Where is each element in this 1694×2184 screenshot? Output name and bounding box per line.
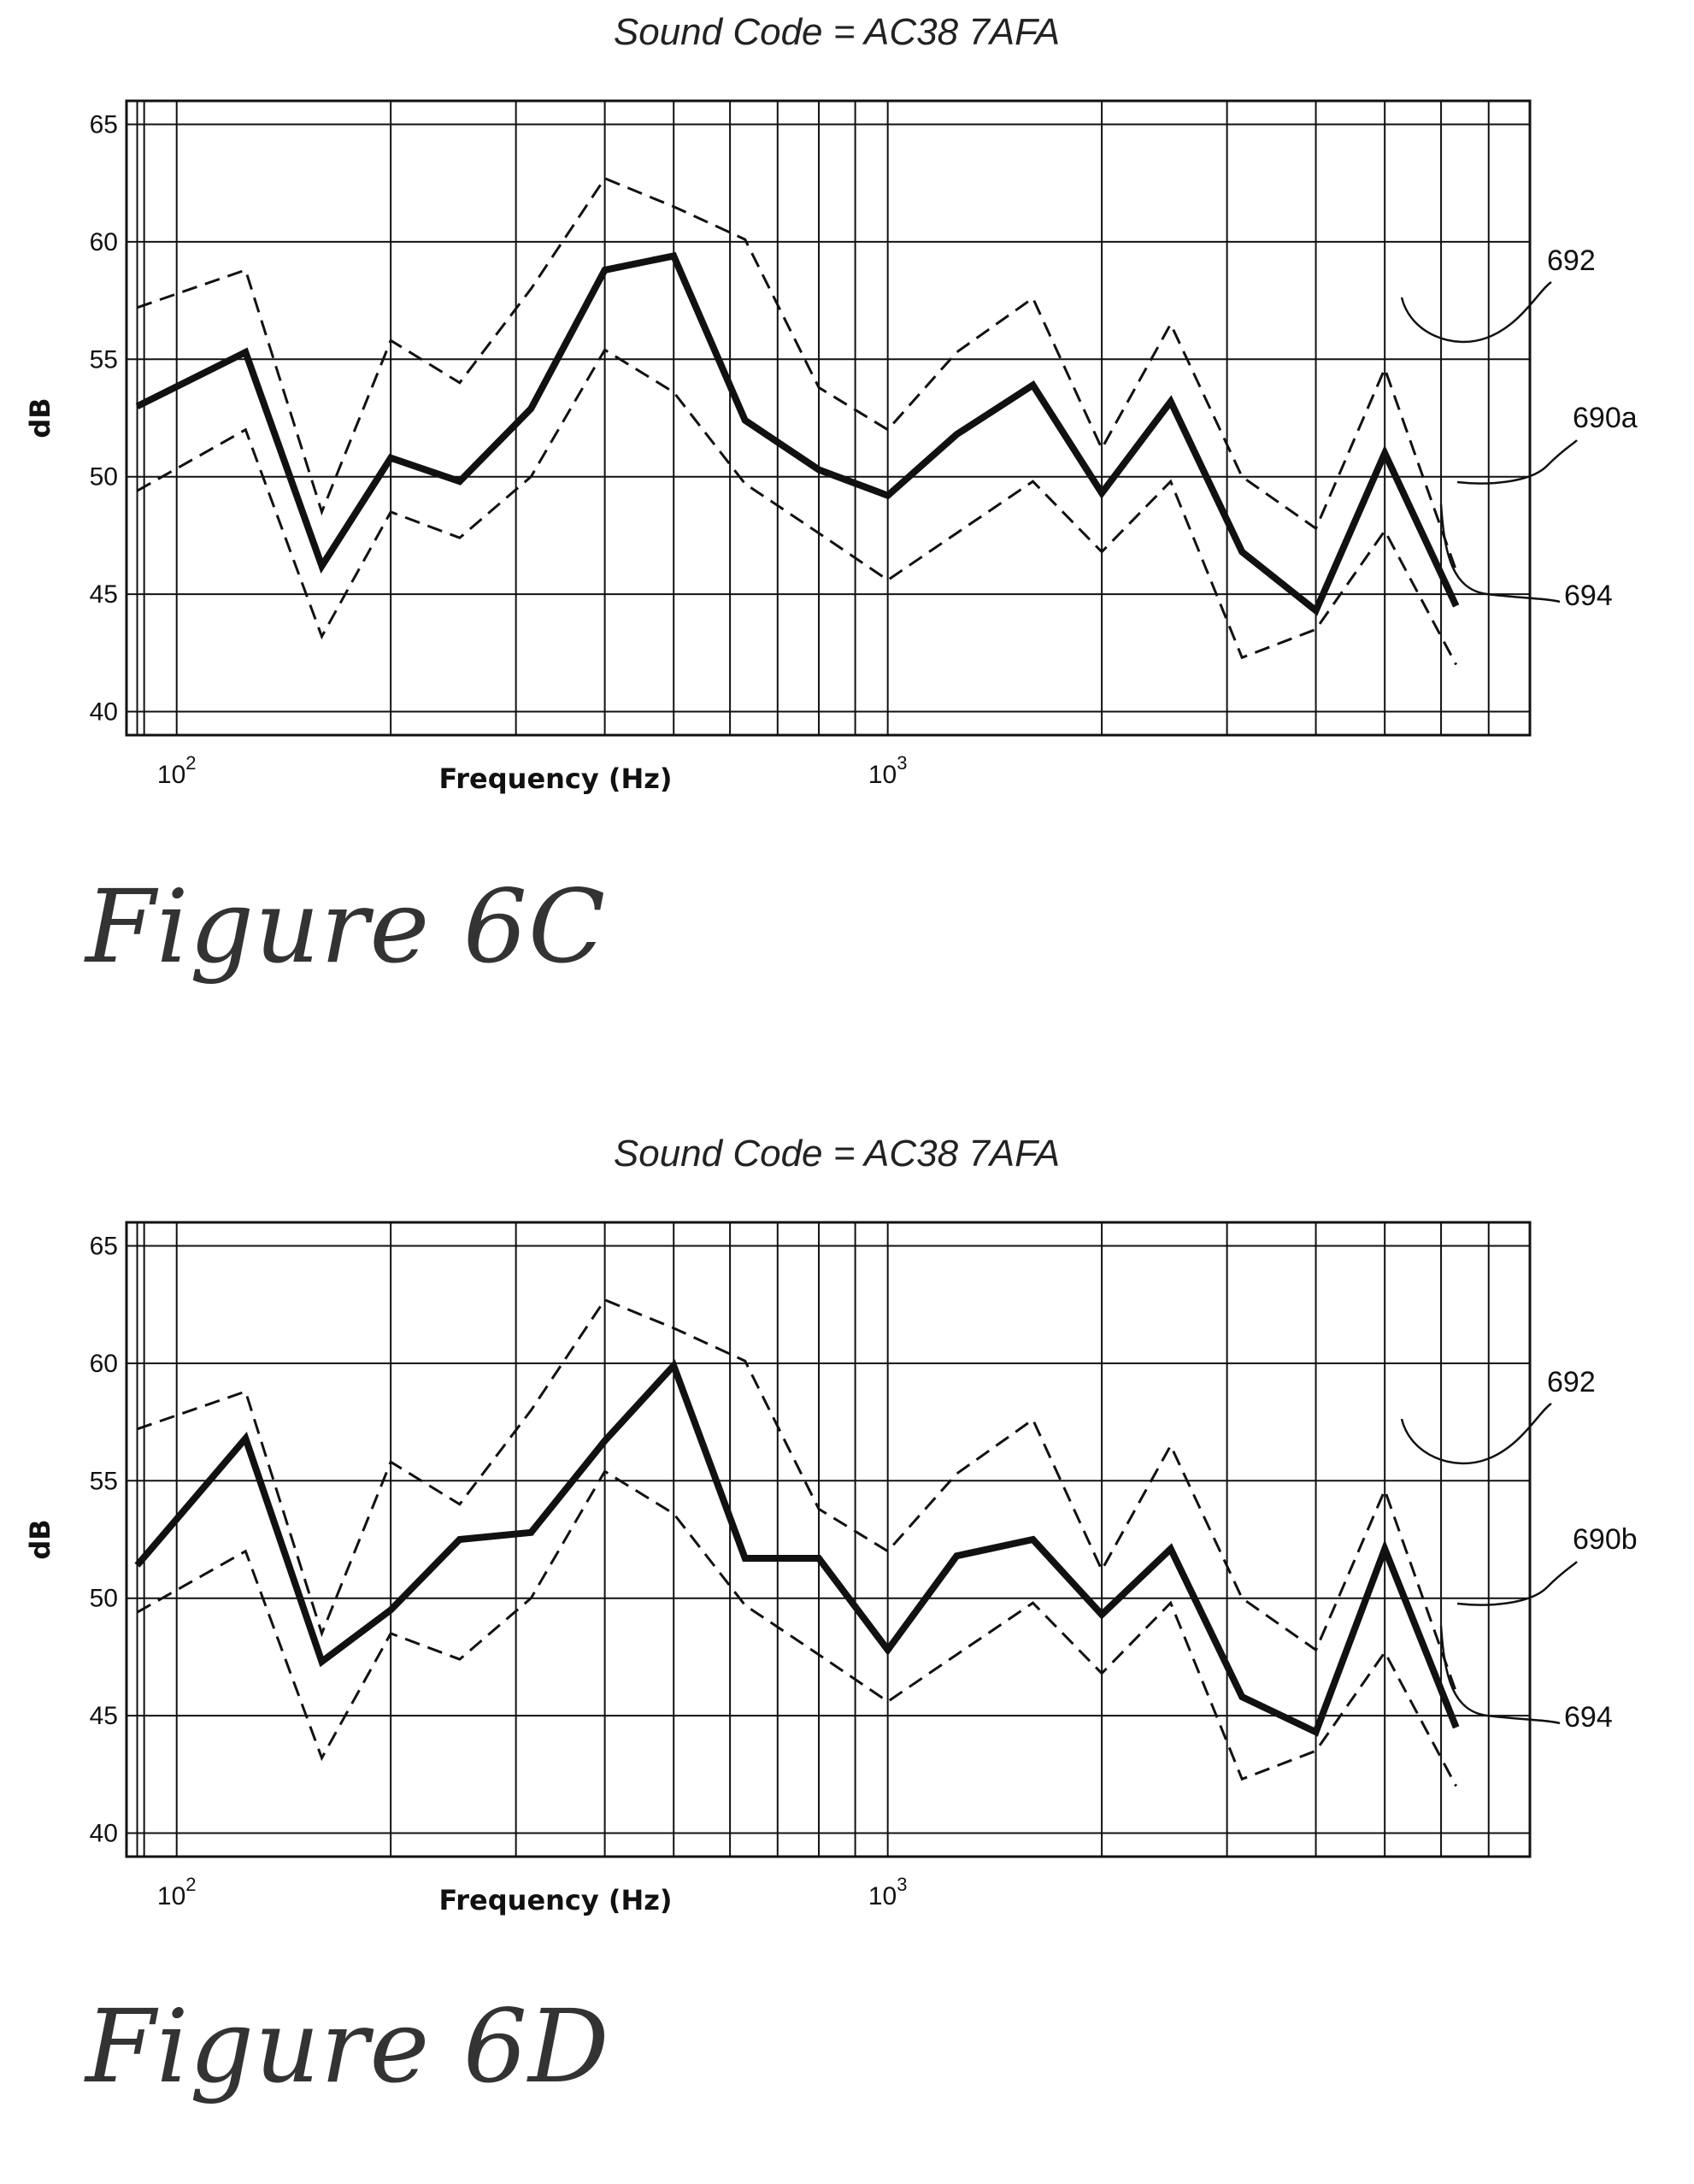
series-line-694: [136, 348, 1458, 666]
callout-leader-692: [1400, 280, 1552, 344]
figure-caption-6d: Figure 6D: [85, 1987, 610, 2105]
x-tick-base: 10: [868, 761, 897, 789]
y-tick-label: 65: [90, 1232, 118, 1260]
callout-leader-694: [1439, 503, 1561, 603]
y-tick-label: 65: [90, 110, 118, 138]
x-tick-exponent: 3: [897, 752, 907, 774]
series-line-690b: [134, 1359, 1460, 1737]
figure-6d-panel: Sound Code = AC38 7AFA 40 45 50 55 60 65 102 103…: [0, 1121, 1694, 2184]
y-tick-label: 60: [90, 1350, 118, 1378]
chart-title: Sound Code = AC38 7AFA: [614, 1133, 1060, 1174]
series-line-692: [137, 1298, 1458, 1693]
y-tick-label: 45: [90, 1702, 118, 1730]
chart-title: Sound Code = AC38 7AFA: [614, 11, 1060, 53]
callout-label-690b: 690b: [1573, 1523, 1638, 1556]
x-tick-label: 102: [157, 1874, 197, 1910]
y-tick-label: 55: [90, 1467, 118, 1495]
x-tick-label: 103: [868, 1874, 908, 1910]
x-tick-base: 10: [868, 1882, 897, 1910]
x-tick-label: 103: [868, 752, 908, 789]
callout-label-694: 694: [1564, 1701, 1613, 1734]
x-tick-exponent: 2: [185, 1874, 196, 1895]
y-tick-label: 50: [90, 463, 118, 492]
y-tick-label: 45: [90, 580, 118, 609]
x-axis-label: Frequency (Hz): [438, 762, 672, 795]
x-axis-label: Frequency (Hz): [438, 1884, 672, 1916]
x-tick-base: 10: [157, 1882, 185, 1910]
callout-leader-692: [1400, 1402, 1552, 1465]
series-line-690a: [135, 251, 1460, 616]
y-axis-label: dB: [24, 1519, 56, 1559]
y-axis-label: dB: [24, 397, 56, 438]
callout-leader-690b: [1456, 1561, 1578, 1606]
y-tick-label: 40: [90, 698, 118, 727]
x-tick-base: 10: [157, 761, 185, 789]
plot-frame: [125, 1221, 1532, 1858]
y-tick-label: 40: [90, 1820, 118, 1848]
y-tick-label: 55: [90, 345, 118, 374]
callout-label-694: 694: [1564, 580, 1613, 612]
callout-label-692: 692: [1547, 1366, 1596, 1398]
figure-6c-panel: Sound Code = AC38 7AFA 40 45 50 55 60 65 102 103…: [0, 0, 1694, 1063]
x-tick-exponent: 2: [185, 752, 196, 774]
y-tick-label: 60: [90, 228, 118, 256]
y-tick-label: 50: [90, 1585, 118, 1613]
callout-label-690a: 690a: [1573, 402, 1638, 434]
plot-frame: [125, 99, 1532, 737]
x-tick-label: 102: [157, 752, 197, 789]
series-line-692: [137, 176, 1458, 572]
callout-leader-690a: [1456, 439, 1578, 485]
series-line-694: [136, 1469, 1458, 1787]
callout-label-692: 692: [1547, 244, 1596, 277]
x-tick-exponent: 3: [897, 1874, 907, 1895]
callout-leader-694: [1439, 1625, 1561, 1725]
figure-caption-6c: Figure 6C: [85, 868, 607, 986]
